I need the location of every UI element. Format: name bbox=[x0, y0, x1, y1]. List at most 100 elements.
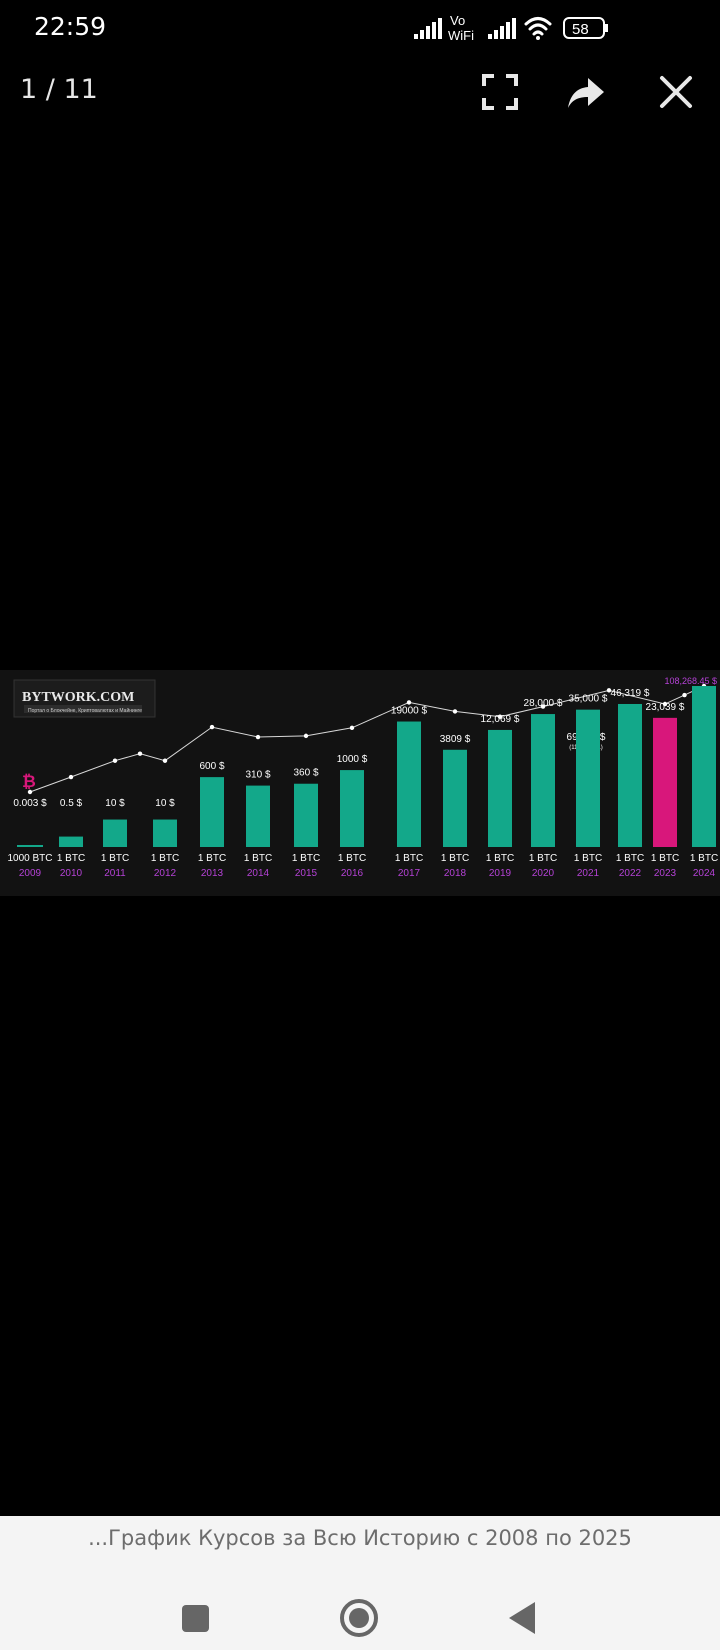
volte-label-top: Vo bbox=[450, 13, 465, 28]
share-icon bbox=[568, 78, 604, 108]
quantity-label-2017: 1 BTC bbox=[395, 853, 423, 864]
year-label-2011: 2011 bbox=[104, 868, 126, 879]
year-label-2009: 2009 bbox=[19, 868, 42, 879]
year-label-2012: 2012 bbox=[154, 868, 177, 879]
svg-text:₿: ₿ bbox=[22, 772, 36, 792]
trend-point-0 bbox=[27, 789, 33, 795]
bar-2013 bbox=[200, 777, 224, 847]
quantity-label-2009: 1000 BTC bbox=[7, 853, 52, 864]
image-caption[interactable]: ...График Курсов за Всю Историю с 2008 п… bbox=[88, 1526, 632, 1550]
bar-2023 bbox=[653, 717, 677, 847]
price-label-2018: 3809 $ bbox=[440, 734, 471, 745]
status-bar: 22:59 Vo WiFi 58 bbox=[0, 0, 720, 56]
price-label-2019: 12,069 $ bbox=[481, 714, 520, 725]
year-label-2015: 2015 bbox=[295, 868, 318, 879]
quantity-label-2016: 1 BTC bbox=[338, 853, 366, 864]
bar-2022 bbox=[618, 703, 642, 847]
bar-2021 bbox=[576, 709, 600, 847]
back-icon bbox=[509, 1602, 535, 1634]
quantity-label-2019: 1 BTC bbox=[486, 853, 514, 864]
close-icon bbox=[660, 76, 692, 108]
bitcoin-icon: ₿ bbox=[22, 772, 36, 792]
year-label-2018: 2018 bbox=[444, 868, 467, 879]
year-label-2022: 2022 bbox=[619, 868, 642, 879]
back-button[interactable] bbox=[501, 1596, 545, 1640]
price-label-2022: 46,319 $ bbox=[611, 688, 650, 699]
year-label-2017: 2017 bbox=[398, 868, 421, 879]
share-button[interactable] bbox=[562, 68, 610, 116]
logo-text: BYTWORK.COM bbox=[22, 690, 134, 705]
quantity-label-2018: 1 BTC bbox=[441, 853, 469, 864]
bar-2010 bbox=[59, 836, 83, 847]
price-label-2012: 10 $ bbox=[155, 798, 175, 809]
battery-icon: 58 bbox=[563, 17, 608, 39]
trend-point-3 bbox=[137, 751, 143, 756]
home-icon bbox=[340, 1599, 378, 1637]
wifi-icon bbox=[524, 17, 552, 40]
year-label-2021: 2021 bbox=[577, 868, 600, 879]
trend-point-8 bbox=[349, 725, 355, 731]
bar-2017 bbox=[397, 721, 421, 847]
home-button[interactable] bbox=[337, 1596, 381, 1640]
logo: BYTWORK.COM Портал о Блокчейне, Криптова… bbox=[13, 679, 156, 718]
year-label-2023: 2023 bbox=[654, 868, 677, 879]
price-label-2009: 0.003 $ bbox=[13, 798, 47, 809]
bar-2016 bbox=[340, 770, 364, 847]
quantity-label-2015: 1 BTC bbox=[292, 853, 320, 864]
quantity-label-2021: 1 BTC bbox=[574, 853, 602, 864]
price-label-2013: 600 $ bbox=[199, 761, 224, 772]
signal-icon-2 bbox=[488, 18, 516, 39]
trend-point-15 bbox=[682, 692, 687, 698]
quantity-label-2012: 1 BTC bbox=[151, 853, 179, 864]
year-label-2013: 2013 bbox=[201, 868, 224, 879]
caption-bar: ...График Курсов за Всю Историю с 2008 п… bbox=[0, 1516, 720, 1650]
quantity-label-2011: 1 BTC bbox=[101, 853, 129, 864]
bar-2012 bbox=[153, 819, 177, 847]
year-label-2020: 2020 bbox=[532, 868, 555, 879]
price-label-2020: 28,000 $ bbox=[524, 698, 563, 709]
bar-2018 bbox=[443, 749, 467, 847]
bar-2014 bbox=[246, 785, 270, 847]
bar-2020 bbox=[531, 714, 555, 847]
battery-level: 58 bbox=[572, 21, 589, 38]
price-label-2023: 23,039 $ bbox=[646, 702, 685, 713]
photo[interactable]: BYTWORK.COM Портал о Блокчейне, Криптова… bbox=[0, 670, 720, 896]
trend-point-9 bbox=[406, 700, 412, 705]
trend-point-5 bbox=[209, 724, 215, 730]
quantity-label-2020: 1 BTC bbox=[529, 853, 557, 864]
fullscreen-button[interactable] bbox=[476, 68, 524, 116]
bar-2015 bbox=[294, 783, 318, 847]
price-label-2024: 108,268.45 $ bbox=[664, 676, 717, 686]
year-label-2010: 2010 bbox=[60, 868, 83, 879]
trend-point-6 bbox=[255, 734, 261, 740]
quantity-label-2023: 1 BTC bbox=[651, 853, 679, 864]
trend-point-11 bbox=[497, 714, 503, 719]
logo-tagline: Портал о Блокчейне, Криптовалютах и Майн… bbox=[28, 707, 142, 714]
trend-point-4 bbox=[162, 758, 168, 763]
viewer-header: 1 / 11 bbox=[0, 60, 720, 124]
trend-point-13 bbox=[606, 688, 612, 693]
close-button[interactable] bbox=[652, 68, 700, 116]
bar-2024 bbox=[692, 686, 716, 847]
trend-point-14 bbox=[662, 701, 668, 707]
price-label-2016: 1000 $ bbox=[337, 754, 368, 765]
price-label-2011: 10 $ bbox=[105, 798, 125, 809]
quantity-label-2010: 1 BTC bbox=[57, 853, 85, 864]
quantity-label-2022: 1 BTC bbox=[616, 853, 644, 864]
trend-point-12 bbox=[540, 704, 546, 709]
year-label-2024: 2024 bbox=[693, 868, 716, 879]
quantity-label-2014: 1 BTC bbox=[244, 853, 272, 864]
price-label-2010: 0.5 $ bbox=[60, 798, 83, 809]
price-label-2017: 19000 $ bbox=[391, 706, 428, 717]
recents-button[interactable] bbox=[173, 1596, 217, 1640]
status-icons: Vo WiFi 58 bbox=[414, 13, 608, 43]
bar-2019 bbox=[488, 729, 512, 847]
bar-2009 bbox=[17, 845, 43, 847]
trend-point-10 bbox=[452, 709, 458, 714]
fullscreen-icon bbox=[482, 74, 518, 110]
bar-2011 bbox=[103, 819, 127, 847]
trend-point-7 bbox=[303, 733, 309, 739]
year-label-2016: 2016 bbox=[341, 868, 364, 879]
trend-point-1 bbox=[68, 774, 74, 780]
volte-label-bottom: WiFi bbox=[448, 28, 474, 43]
